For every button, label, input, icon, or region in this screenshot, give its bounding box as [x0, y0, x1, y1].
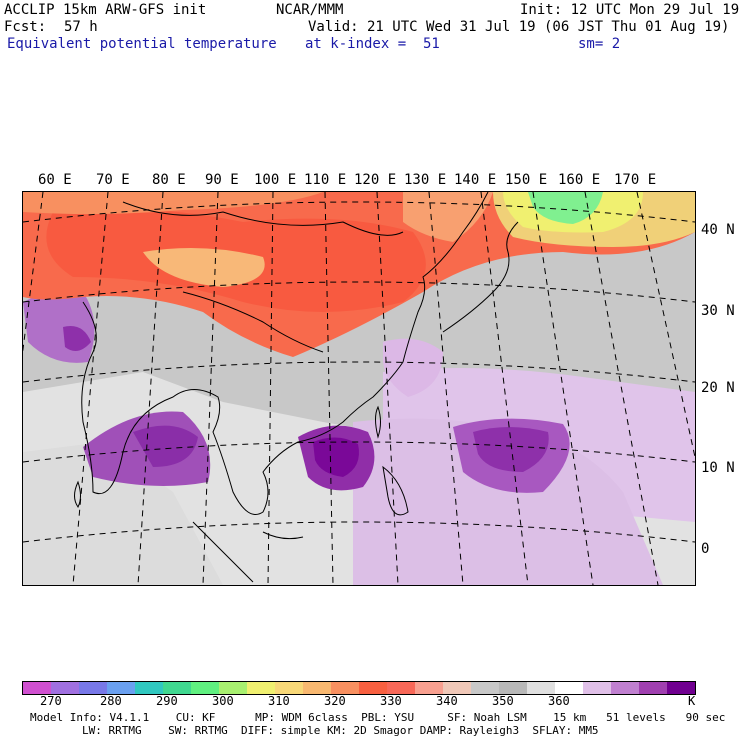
colorbar-unit: K — [688, 694, 696, 708]
colorbar-swatch — [387, 682, 415, 694]
colorbar-tick: 340 — [436, 694, 458, 708]
colorbar-swatch — [219, 682, 247, 694]
colorbar-swatch — [639, 682, 667, 694]
colorbar-tick: 280 — [100, 694, 122, 708]
colorbar-swatch — [79, 682, 107, 694]
lat-label: 40 N — [701, 222, 735, 238]
init-time: Init: 12 UTC Mon 29 Jul 19 — [520, 2, 740, 18]
colorbar-swatch — [499, 682, 527, 694]
colorbar-swatch — [247, 682, 275, 694]
lat-label: 10 N — [701, 460, 735, 476]
lat-label: 30 N — [701, 303, 735, 319]
colorbar-swatch — [527, 682, 555, 694]
green-maximum — [528, 192, 603, 224]
lon-label: 160 E — [558, 172, 601, 188]
colorbar-swatch — [611, 682, 639, 694]
colorbar-tick: 300 — [212, 694, 234, 708]
colorbar-swatch — [443, 682, 471, 694]
colorbar-swatch — [359, 682, 387, 694]
valid-time: Valid: 21 UTC Wed 31 Jul 19 (06 JST Thu … — [308, 19, 730, 35]
colorbar-tick: 320 — [324, 694, 346, 708]
theta-e-map — [22, 191, 696, 586]
colorbar-swatch — [331, 682, 359, 694]
colorbar-tick: 330 — [380, 694, 402, 708]
colorbar — [22, 681, 696, 695]
colorbar-swatch — [415, 682, 443, 694]
lon-label: 140 E — [454, 172, 497, 188]
model-info-line2: LW: RRTMG SW: RRTMG DIFF: simple KM: 2D … — [82, 724, 599, 737]
lon-label: 60 E — [38, 172, 72, 188]
lon-label: 110 E — [304, 172, 347, 188]
lon-label: 70 E — [96, 172, 130, 188]
colorbar-swatch — [23, 682, 51, 694]
colorbar-tick: 290 — [156, 694, 178, 708]
colorbar-swatch — [471, 682, 499, 694]
model-title: ACCLIP 15km ARW-GFS init — [4, 2, 207, 18]
field-name: Equivalent potential temperature — [7, 36, 277, 52]
colorbar-swatch — [555, 682, 583, 694]
colorbar-swatch — [583, 682, 611, 694]
lon-label: 80 E — [152, 172, 186, 188]
colorbar-tick: 310 — [268, 694, 290, 708]
colorbar-swatch — [303, 682, 331, 694]
colorbar-swatch — [191, 682, 219, 694]
model-info-line1: Model Info: V4.1.1 CU: KF MP: WDM 6class… — [30, 711, 726, 724]
level-index: at k-index = 51 — [305, 36, 440, 52]
organization: NCAR/MMM — [276, 2, 344, 18]
forecast-label: Fcst: — [4, 19, 47, 35]
lon-label: 90 E — [205, 172, 239, 188]
graticule — [23, 192, 695, 585]
lon-label: 120 E — [354, 172, 397, 188]
lon-label: 150 E — [505, 172, 548, 188]
colorbar-swatch — [107, 682, 135, 694]
forecast-hours: 57 h — [64, 19, 98, 35]
colorbar-tick: 350 — [492, 694, 514, 708]
lon-label: 130 E — [404, 172, 447, 188]
colorbar-swatch — [135, 682, 163, 694]
lat-label: 0 — [701, 541, 710, 557]
colorbar-swatch — [163, 682, 191, 694]
colorbar-swatch — [51, 682, 79, 694]
colorbar-swatch — [275, 682, 303, 694]
lon-label: 170 E — [614, 172, 657, 188]
colorbar-swatch — [667, 682, 695, 694]
coastlines — [74, 192, 519, 583]
colorbar-tick: 270 — [40, 694, 62, 708]
lon-label: 100 E — [254, 172, 297, 188]
colorbar-tick: 360 — [548, 694, 570, 708]
lat-label: 20 N — [701, 380, 735, 396]
smoothing: sm= 2 — [578, 36, 621, 52]
